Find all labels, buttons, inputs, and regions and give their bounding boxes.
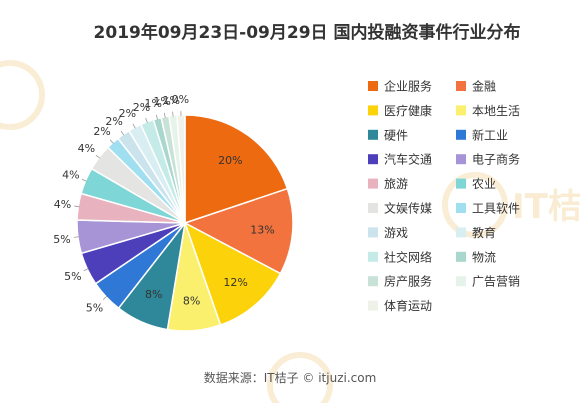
- slice-label: 2%: [93, 125, 110, 138]
- watermark: IT桔子: [0, 60, 580, 403]
- slice-leader-line: [73, 236, 79, 238]
- legend-swatch: [456, 178, 466, 189]
- slice-label: 2%: [105, 115, 122, 128]
- legend-label: 文娱传媒: [384, 201, 432, 216]
- slice-label: 1%: [144, 97, 161, 110]
- slice-leader-line: [155, 114, 158, 120]
- legend-label: 游戏: [384, 226, 408, 240]
- slice-label: 4%: [54, 198, 71, 211]
- legend-label: 硬件: [384, 128, 408, 142]
- slice-leader-line: [81, 178, 87, 182]
- legend-swatch: [368, 276, 378, 287]
- legend-label: 金融: [472, 79, 496, 94]
- slice-leader-line: [132, 123, 136, 129]
- pie: 20%13%12%8%8%5%5%5%4%4%4%2%2%2%2%1%1%1%0…: [53, 93, 294, 332]
- slice-label: 2%: [133, 101, 150, 114]
- legend-swatch: [456, 276, 466, 287]
- slice-label: 4%: [78, 142, 95, 155]
- legend-swatch: [368, 227, 378, 238]
- legend-label: 旅游: [384, 177, 408, 191]
- slice-leader-line: [109, 139, 114, 144]
- legend-swatch: [456, 129, 466, 140]
- legend-swatch: [368, 300, 378, 311]
- slice-leader-line: [163, 112, 166, 118]
- legend-label: 教育: [472, 225, 496, 240]
- slice-label: 5%: [86, 302, 103, 315]
- pie-slice: [184, 114, 289, 225]
- legend-swatch: [456, 81, 466, 91]
- legend-label: 电子商务: [472, 152, 520, 167]
- watermark-text: IT桔子: [512, 187, 580, 227]
- legend-swatch: [368, 105, 378, 116]
- slice-label: 4%: [62, 169, 79, 182]
- data-source-footer: 数据来源：IT桔子 © itjuzi.com: [204, 370, 377, 385]
- slice-leader-line: [83, 268, 89, 272]
- slice-label: 1%: [153, 95, 170, 108]
- chart-title: 2019年09月23日-09月29日 国内投融资事件行业分布: [94, 22, 521, 43]
- legend-swatch: [456, 105, 466, 116]
- slice-label: 8%: [145, 288, 162, 301]
- legend-swatch: [456, 154, 466, 165]
- slice-label: 13%: [250, 223, 274, 236]
- watermark-logo-left: [0, 60, 45, 130]
- legend-swatch: [456, 227, 466, 238]
- pie-slice: [183, 221, 282, 326]
- legend-label: 房产服务: [384, 274, 432, 289]
- legend-label: 企业服务: [384, 79, 432, 94]
- pie-slice: [183, 187, 294, 275]
- legend-label: 新工业: [472, 127, 508, 142]
- slice-leader-line: [145, 117, 148, 123]
- slice-label: 2%: [119, 107, 136, 120]
- legend-label: 汽车交通: [384, 152, 432, 167]
- slice-label: 5%: [53, 233, 70, 246]
- legend-label: 物流: [472, 250, 496, 264]
- legend-swatch: [368, 154, 378, 165]
- legend-label: 农业: [472, 177, 496, 191]
- legend-swatch: [456, 203, 466, 213]
- slice-label: 0%: [172, 93, 189, 106]
- slice-label: 20%: [218, 154, 242, 167]
- slice-leader-line: [74, 205, 80, 208]
- slice-leader-line: [95, 154, 101, 159]
- legend-label: 社交网络: [384, 249, 432, 264]
- slice-label: 12%: [223, 276, 247, 289]
- legend-label: 广告营销: [472, 275, 520, 289]
- legend-swatch: [368, 81, 378, 91]
- slice-label: 1%: [163, 94, 180, 107]
- legend-swatch: [368, 178, 378, 189]
- legend-swatch: [368, 251, 378, 262]
- legend-label: 医疗健康: [384, 103, 432, 118]
- slice-leader-line: [102, 295, 108, 300]
- legend-label: 本地生活: [472, 104, 520, 118]
- legend-swatch: [368, 129, 378, 140]
- legend-label: 体育运动: [384, 298, 432, 313]
- slice-leader-line: [172, 111, 174, 117]
- slice-label: 8%: [183, 294, 200, 307]
- slice-label: 5%: [64, 270, 81, 283]
- watermark-logo-bottom: [267, 352, 333, 403]
- legend-label: 工具软件: [472, 202, 520, 216]
- legend-swatch: [368, 203, 378, 213]
- slice-leader-line: [120, 130, 125, 136]
- watermark-logo-right: [442, 172, 508, 238]
- legend-swatch: [456, 251, 466, 262]
